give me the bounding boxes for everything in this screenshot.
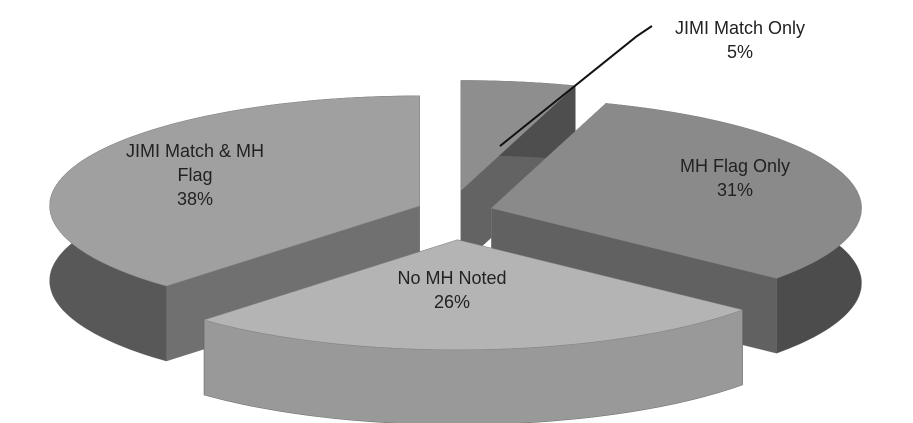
- value-label: 26%: [433, 292, 471, 312]
- category-label: JIMI Match Only: [674, 18, 806, 38]
- value-label: 5%: [726, 42, 753, 62]
- slice-top: [203, 239, 744, 351]
- category-label: MH Flag Only: [679, 156, 791, 176]
- value-label: 31%: [716, 180, 754, 200]
- slice-label: MH Flag Only 31%: [635, 154, 835, 202]
- slice-top: [490, 103, 862, 279]
- slice-top: [49, 95, 420, 287]
- value-label: 38%: [176, 189, 214, 209]
- slice-label: JIMI Match & MH Flag 38%: [110, 139, 280, 211]
- leader-line: [499, 25, 653, 147]
- slice-label: No MH Noted 26%: [352, 266, 552, 314]
- category-label: No MH Noted: [397, 268, 507, 288]
- slice-label: JIMI Match Only 5%: [630, 16, 850, 64]
- category-label: JIMI Match & MH Flag: [125, 141, 264, 185]
